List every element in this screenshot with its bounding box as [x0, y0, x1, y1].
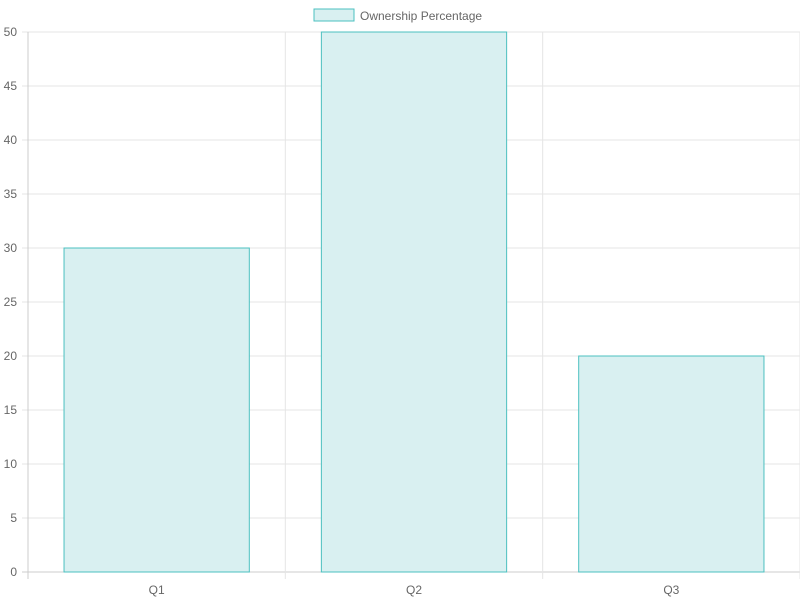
y-tick-label: 35	[4, 187, 18, 201]
y-axis: 0 5 10 15 20 25 30 35 40 45 50	[4, 25, 18, 579]
x-tick-label: Q2	[406, 583, 422, 597]
bar-q2[interactable]	[320, 31, 508, 573]
x-axis: Q1 Q2 Q3	[149, 583, 680, 597]
y-tick-label: 40	[4, 133, 18, 147]
y-tick-label: 30	[4, 241, 18, 255]
y-tick-label: 50	[4, 25, 18, 39]
y-tick-label: 20	[4, 349, 18, 363]
bar-q3[interactable]	[578, 355, 765, 573]
y-tick-label: 15	[4, 403, 18, 417]
y-tick-label: 45	[4, 79, 18, 93]
y-tick-label: 25	[4, 295, 18, 309]
x-tick-label: Q3	[663, 583, 679, 597]
legend[interactable]: Ownership Percentage	[313, 8, 482, 23]
bar-series	[63, 31, 765, 573]
y-tick-label: 10	[4, 457, 18, 471]
x-tick-label: Q1	[149, 583, 165, 597]
legend-label[interactable]: Ownership Percentage	[360, 9, 482, 23]
y-tick-label: 0	[10, 565, 17, 579]
y-tick-label: 5	[10, 511, 17, 525]
bar-q1[interactable]	[63, 247, 250, 573]
legend-swatch[interactable]	[313, 8, 355, 22]
